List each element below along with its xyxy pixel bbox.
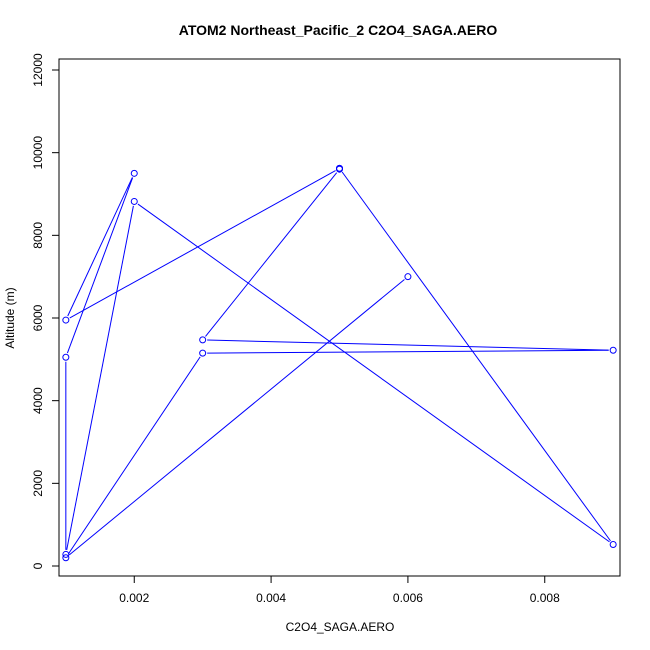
y-tick-label: 4000 — [31, 387, 45, 414]
series-line-segment — [66, 205, 134, 551]
series-line-segment — [207, 339, 609, 351]
series-line-segment — [207, 349, 609, 354]
plot-frame — [58, 58, 621, 577]
y-axis: 0 2000 4000 6000 8000 10000 12000 — [31, 53, 59, 569]
data-point — [62, 316, 70, 324]
y-tick-label: 10000 — [31, 136, 45, 170]
data-point — [62, 550, 70, 558]
data-point — [609, 541, 617, 549]
x-axis: 0.002 0.004 0.006 0.008 — [119, 576, 560, 605]
x-tick-label: 0.008 — [530, 591, 560, 605]
series-line-segment — [69, 170, 336, 319]
x-tick-label: 0.002 — [119, 591, 149, 605]
series-line-segment — [205, 172, 338, 337]
x-tick-label: 0.006 — [393, 591, 423, 605]
series-line-segment — [67, 356, 201, 555]
y-tick-label: 12000 — [31, 53, 45, 87]
data-point — [199, 349, 207, 357]
data-point — [404, 273, 412, 281]
data-point — [609, 346, 617, 354]
data-point — [336, 164, 343, 172]
data-point — [62, 554, 70, 562]
series-layer — [62, 164, 617, 562]
data-point — [130, 197, 138, 205]
y-tick-label: 2000 — [31, 470, 45, 497]
x-tick-label: 0.004 — [256, 591, 286, 605]
series-line-segment — [341, 171, 611, 542]
y-tick-label: 6000 — [31, 304, 45, 331]
series-line-segment — [137, 203, 610, 543]
y-axis-label: Altitude (m) — [3, 287, 17, 348]
data-point — [199, 336, 207, 344]
series-line-segment — [69, 279, 405, 556]
series-line-segment — [67, 177, 133, 317]
y-tick-label: 0 — [31, 562, 45, 569]
x-axis-label: C2O4_SAGA.AERO — [286, 620, 395, 634]
data-point — [130, 169, 138, 177]
y-tick-label: 8000 — [31, 222, 45, 249]
chart-title: ATOM2 Northeast_Pacific_2 C2O4_SAGA.AERO — [179, 22, 498, 38]
data-point — [62, 353, 70, 361]
series-line-segment — [66, 177, 134, 354]
